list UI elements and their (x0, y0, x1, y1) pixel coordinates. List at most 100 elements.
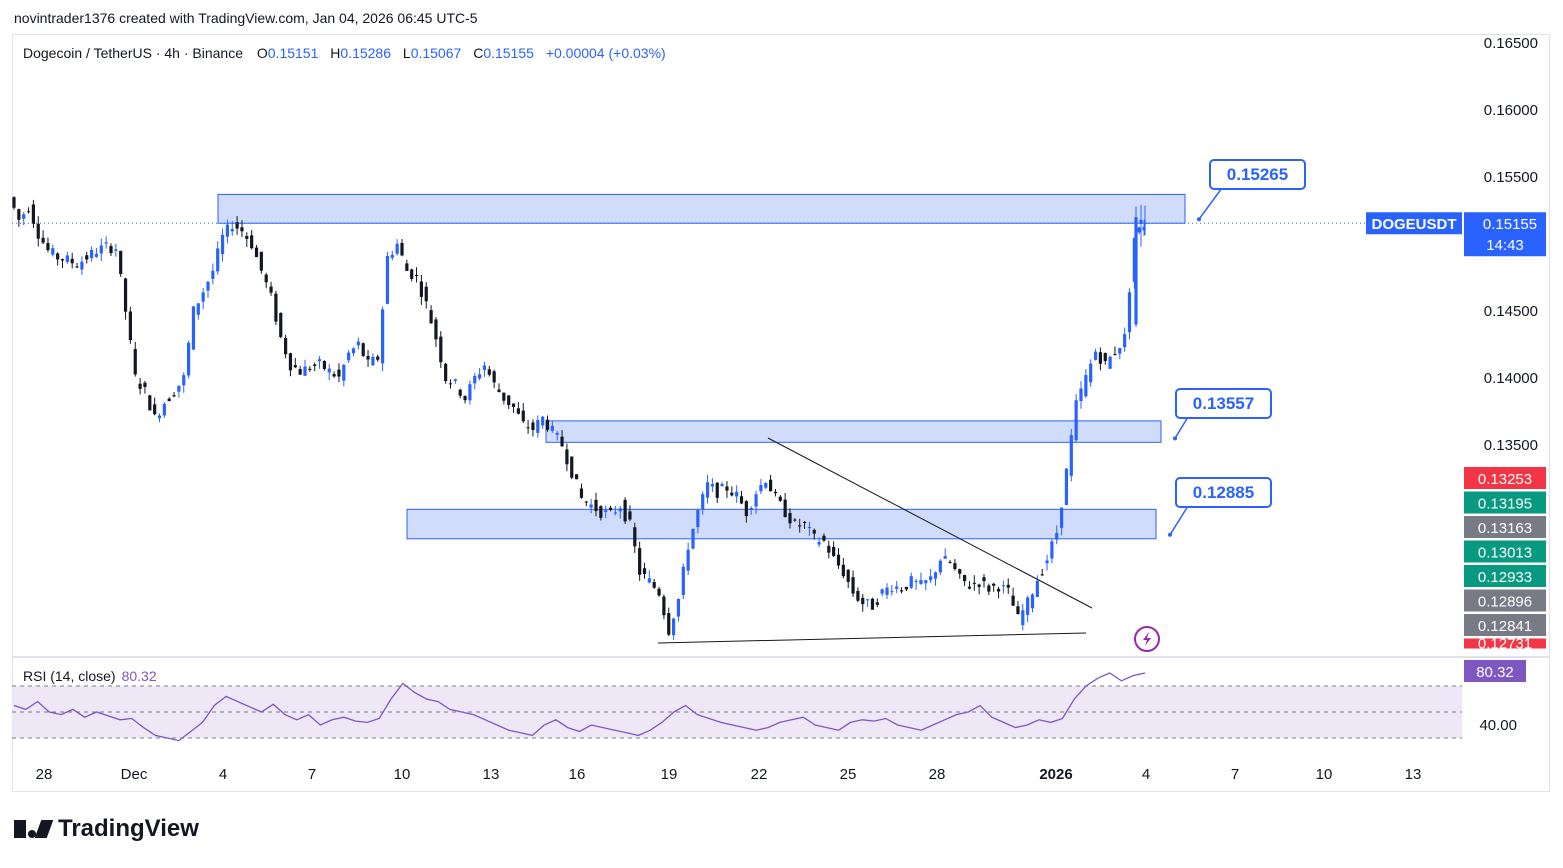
candle-body[interactable] (99, 245, 103, 254)
candle-body[interactable] (167, 398, 171, 402)
candle-body[interactable] (347, 352, 351, 361)
candle-body[interactable] (46, 242, 50, 251)
candle-body[interactable] (327, 368, 331, 373)
candle-body[interactable] (482, 365, 487, 370)
candle-body[interactable] (225, 224, 229, 237)
candle-body[interactable] (298, 369, 302, 375)
candle-body[interactable] (1074, 400, 1078, 441)
candle-body[interactable] (187, 342, 191, 376)
candle-body[interactable] (220, 234, 225, 255)
candle-body[interactable] (279, 312, 283, 337)
price-tag[interactable] (1464, 467, 1546, 489)
candle-body[interactable] (526, 427, 530, 429)
candle-body[interactable] (555, 432, 559, 435)
candle-body[interactable] (395, 243, 399, 254)
candle-body[interactable] (313, 364, 317, 367)
price-tag[interactable] (1464, 589, 1546, 612)
candle-body[interactable] (424, 286, 428, 302)
candle-body[interactable] (589, 504, 593, 508)
candle-body[interactable] (827, 545, 831, 553)
candle-body[interactable] (744, 501, 748, 517)
candle-body[interactable] (342, 364, 346, 381)
candle-body[interactable] (613, 512, 617, 514)
candle-body[interactable] (730, 492, 734, 496)
candle-body[interactable] (492, 371, 496, 383)
candle-body[interactable] (284, 337, 288, 355)
candle-body[interactable] (410, 269, 414, 279)
candle-body[interactable] (657, 588, 661, 596)
candle-body[interactable] (963, 575, 967, 582)
candle-body[interactable] (269, 286, 273, 293)
candle-body[interactable] (633, 527, 637, 547)
rsi-value-tag[interactable] (1464, 660, 1526, 682)
candle-body[interactable] (1142, 226, 1146, 231)
candle-body[interactable] (841, 564, 845, 577)
candle-body[interactable] (919, 579, 923, 584)
candle-body[interactable] (720, 484, 724, 487)
candle-body[interactable] (216, 248, 220, 272)
candle-body[interactable] (448, 383, 453, 385)
candle-body[interactable] (676, 598, 681, 617)
candle-body[interactable] (177, 385, 181, 392)
candle-body[interactable] (182, 375, 186, 386)
candle-body[interactable] (264, 274, 268, 283)
candle-body[interactable] (1050, 541, 1054, 559)
candle-body[interactable] (599, 506, 603, 518)
candle-body[interactable] (303, 366, 307, 376)
candle-body[interactable] (628, 511, 632, 520)
candle-body[interactable] (764, 483, 768, 488)
candle-body[interactable] (575, 474, 579, 480)
candle-body[interactable] (861, 597, 865, 605)
candle-body[interactable] (240, 227, 244, 232)
candle-body[interactable] (444, 363, 448, 382)
candle-body[interactable] (904, 586, 908, 590)
candle-body[interactable] (153, 404, 157, 415)
candle-body[interactable] (1035, 580, 1039, 597)
candle-body[interactable] (293, 365, 297, 368)
candle-body[interactable] (381, 309, 385, 364)
candle-body[interactable] (691, 528, 695, 549)
candle-body[interactable] (94, 253, 99, 257)
candle-body[interactable] (807, 526, 811, 529)
last-price-tag[interactable] (1464, 212, 1546, 257)
candle-body[interactable] (1118, 348, 1122, 354)
candle-body[interactable] (1040, 574, 1044, 576)
support-trendline[interactable] (657, 632, 1087, 644)
candle-body[interactable] (12, 197, 16, 208)
candle-body[interactable] (366, 356, 370, 360)
candle-body[interactable] (1108, 356, 1112, 369)
candle-body[interactable] (1045, 560, 1049, 564)
candle-body[interactable] (1060, 507, 1064, 528)
candle-body[interactable] (245, 236, 249, 239)
candle-body[interactable] (982, 577, 986, 582)
candle-body[interactable] (594, 499, 598, 512)
candle-body[interactable] (933, 572, 938, 579)
candle-body[interactable] (739, 496, 744, 504)
candle-body[interactable] (148, 395, 152, 411)
candle-body[interactable] (579, 488, 584, 498)
candle-body[interactable] (759, 485, 763, 492)
candle-body[interactable] (1011, 595, 1015, 606)
candle-body[interactable] (487, 369, 491, 375)
candle-body[interactable] (90, 249, 94, 259)
candle-body[interactable] (463, 396, 467, 401)
candle-body[interactable] (822, 535, 826, 541)
candle-body[interactable] (769, 479, 773, 492)
candle-body[interactable] (851, 577, 855, 594)
candle-body[interactable] (162, 403, 166, 416)
candle-body[interactable] (143, 382, 147, 387)
candle-body[interactable] (701, 494, 705, 510)
candle-body[interactable] (400, 242, 404, 256)
candle-body[interactable] (715, 482, 719, 498)
candle-body[interactable] (31, 204, 35, 225)
candle-body[interactable] (201, 292, 205, 302)
candle-body[interactable] (778, 496, 782, 501)
tradingview-logo[interactable]: TradingView (14, 815, 199, 843)
candle-body[interactable] (1137, 227, 1141, 233)
candle-body[interactable] (836, 554, 841, 566)
candle-body[interactable] (70, 258, 74, 264)
candle-body[interactable] (938, 560, 942, 573)
candle-body[interactable] (754, 494, 758, 507)
candle-body[interactable] (206, 281, 210, 291)
candle-body[interactable] (1001, 585, 1005, 587)
